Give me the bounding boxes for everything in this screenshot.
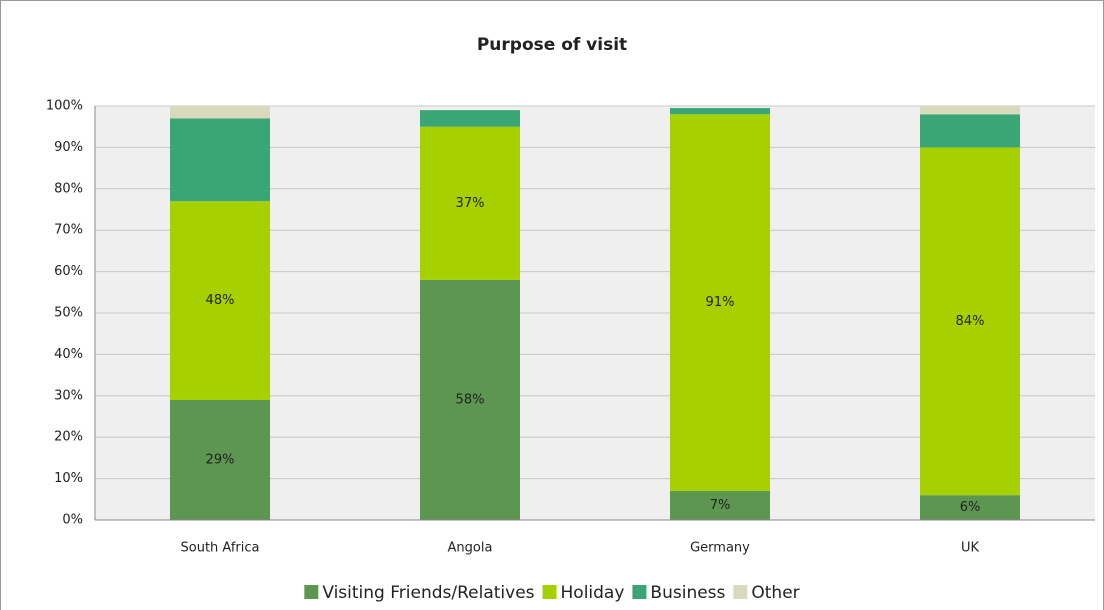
legend-label: Visiting Friends/Relatives [322,583,534,603]
y-tick-label: 90% [54,140,83,155]
legend-label: Other [751,583,799,603]
bar-segment [920,114,1020,148]
bar-segment [920,147,1020,496]
bar-segment [170,106,270,119]
y-tick-label: 20% [54,430,83,445]
bar-segment [170,118,270,202]
legend-label: Holiday [561,583,625,603]
bar-segment [420,279,520,520]
y-tick-label: 40% [54,347,83,362]
bar-segment [170,399,270,520]
y-tick-label: 30% [54,388,83,403]
bar-segment [420,126,520,280]
x-tick-label: South Africa [181,541,260,556]
data-label: 48% [206,293,235,308]
x-tick-label: UK [961,541,980,556]
y-tick-label: 60% [54,264,83,279]
x-tick-label: Angola [448,541,493,556]
y-tick-label: 50% [54,306,83,321]
chart-title: Purpose of visit [477,35,627,55]
data-label: 37% [456,196,485,211]
data-label: 91% [706,295,735,310]
data-label: 29% [206,452,235,467]
legend-swatch [542,585,557,599]
bar-segment [920,106,1020,115]
bar-segment [670,491,770,520]
data-label: 6% [960,500,981,515]
legend-swatch [304,585,319,599]
y-tick-label: 0% [62,513,83,528]
bar-segment [920,495,1020,520]
legend-swatch [733,585,748,599]
data-label: 84% [956,314,985,329]
y-tick-label: 100% [46,99,83,114]
y-tick-label: 80% [54,181,83,196]
y-tick-label: 70% [54,223,83,238]
x-tick-label: Germany [690,541,750,556]
bar-segment [170,201,270,400]
bar-segment [670,108,770,115]
bar-segment [670,114,770,492]
legend-swatch [632,585,647,599]
y-tick-label: 10% [54,471,83,486]
data-label: 58% [456,392,485,407]
bar-segment [420,110,520,127]
data-label: 7% [710,498,731,513]
legend-label: Business [650,583,725,603]
